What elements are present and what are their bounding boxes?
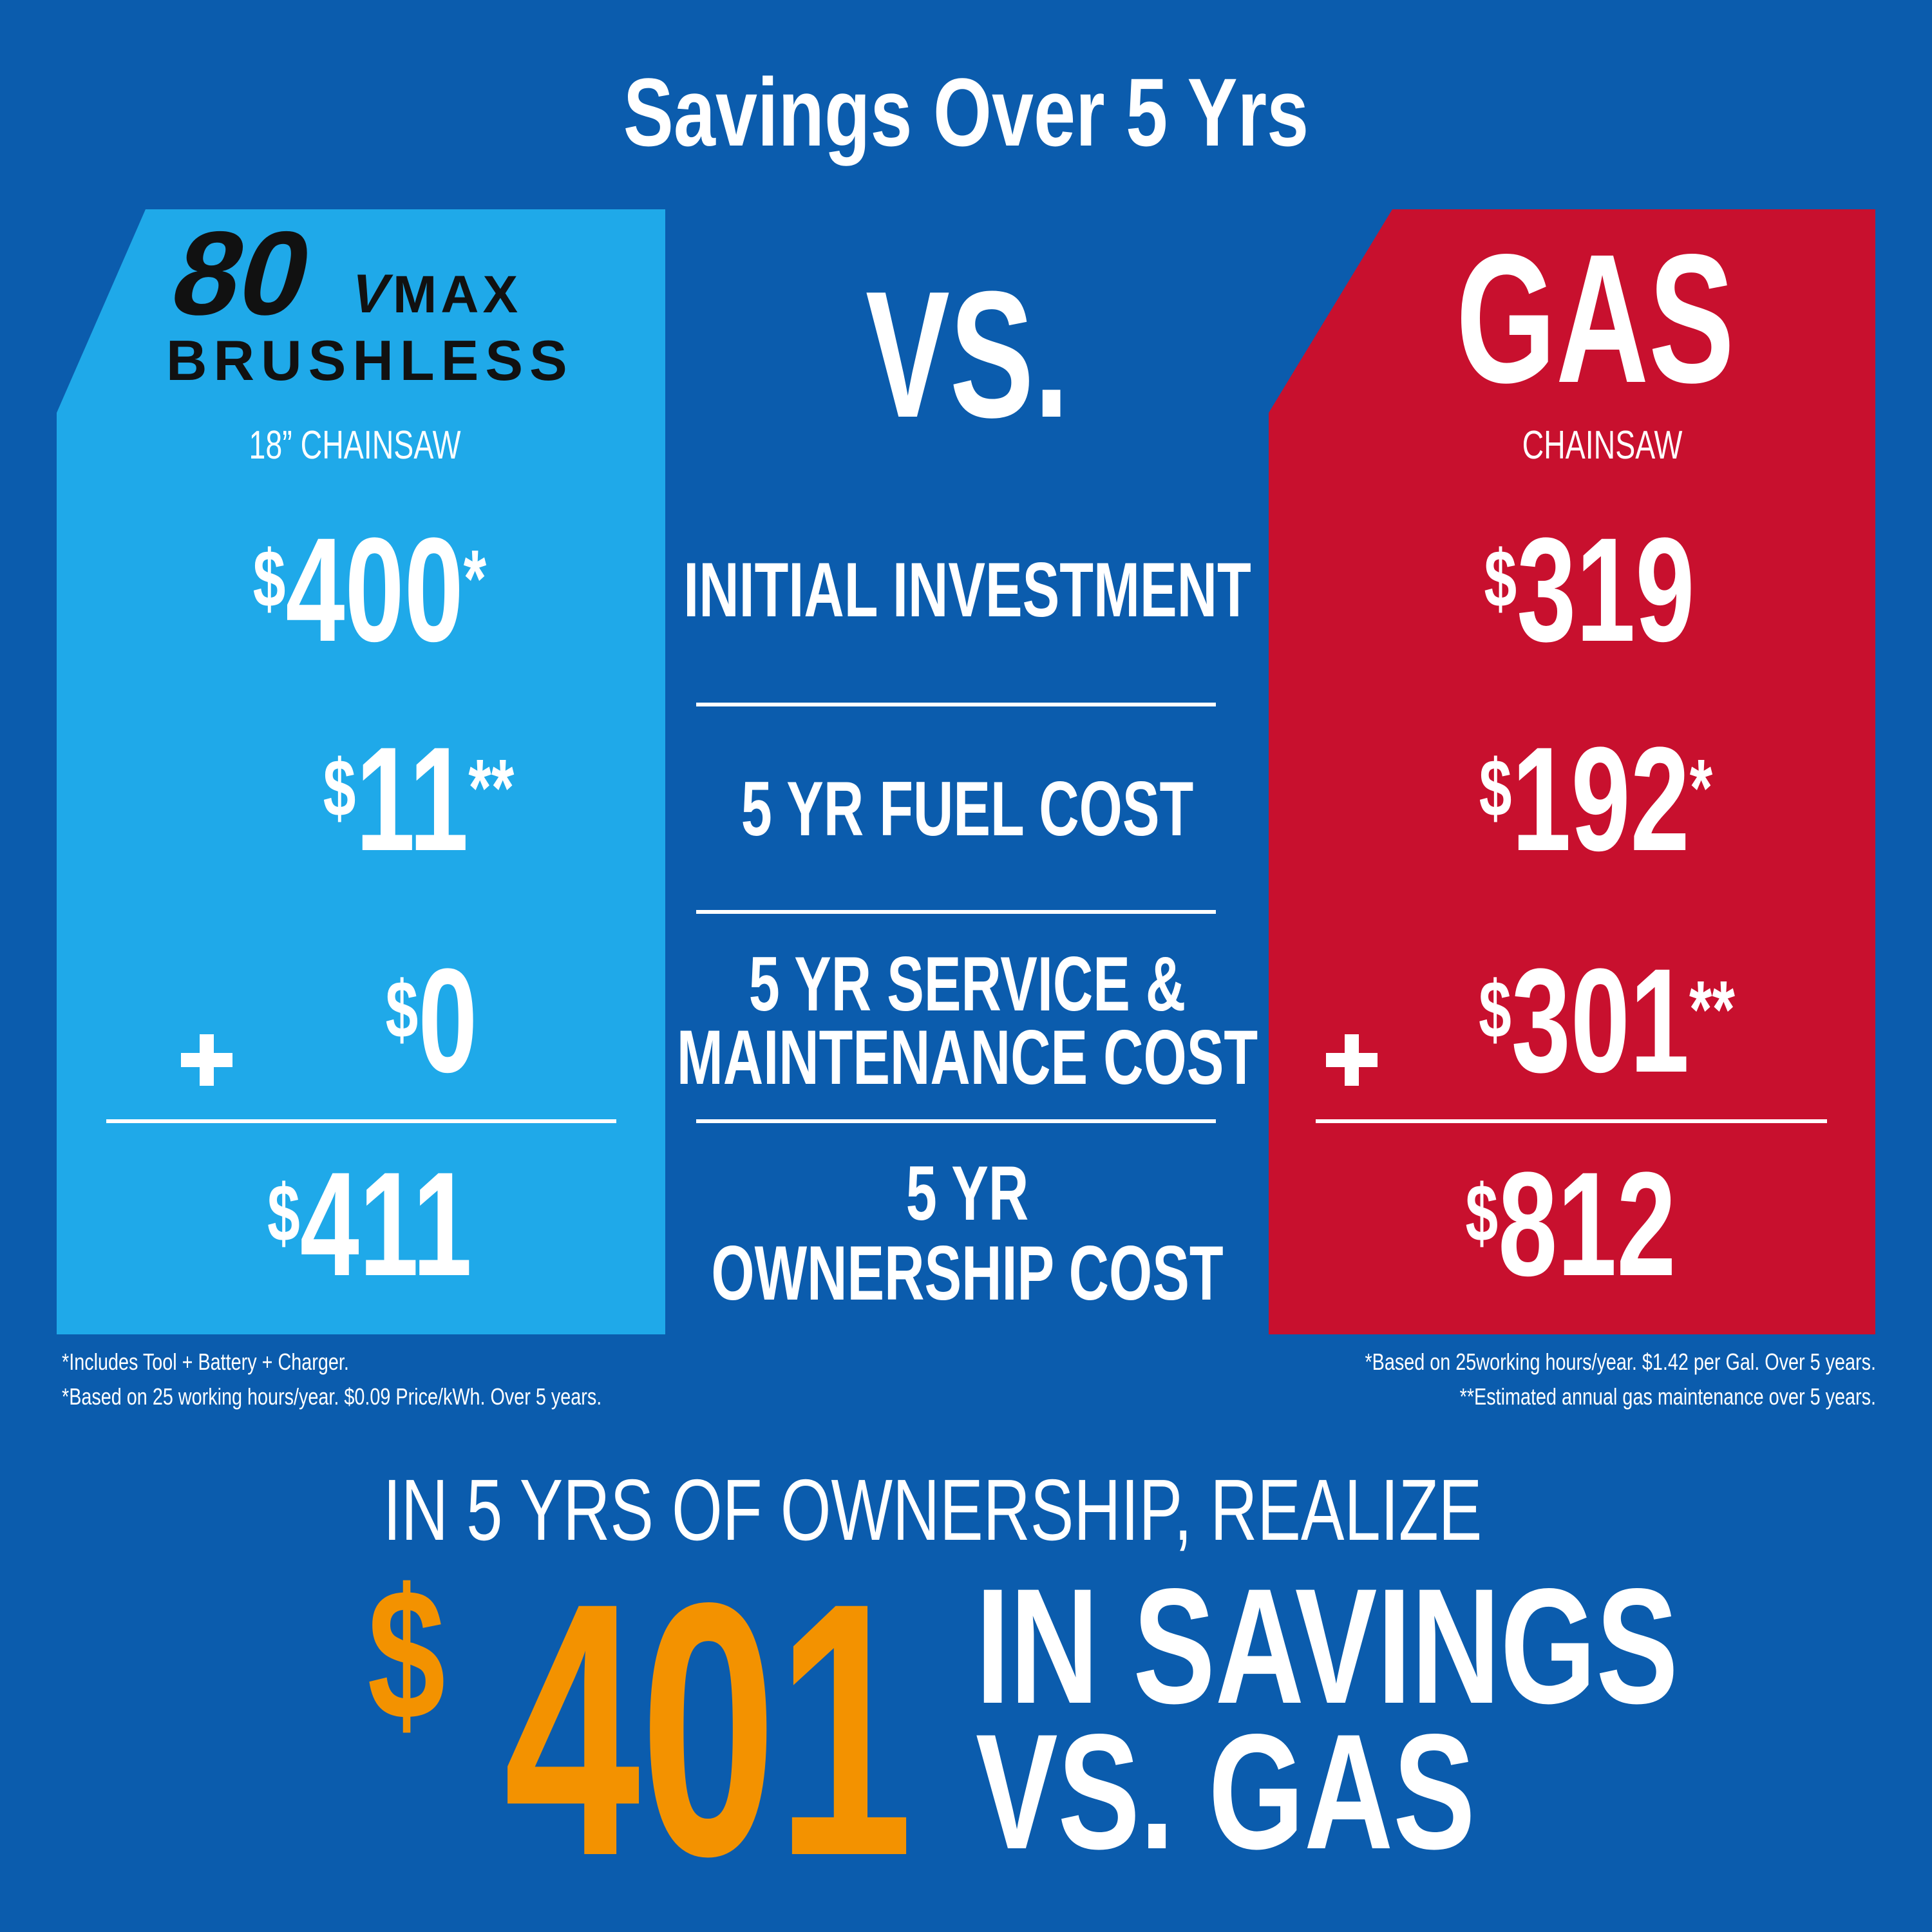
footnote: *Includes Tool + Battery + Charger. [62, 1349, 349, 1375]
price: $11** [323, 717, 515, 882]
title: Savings Over 5 Yrs [623, 58, 1309, 166]
currency: $ [1479, 964, 1511, 1055]
plus-sign [200, 1034, 214, 1086]
summary-currency: $ [368, 1551, 446, 1759]
row-label: MAINTENANCE COST [677, 1014, 1258, 1101]
price: $812 [1466, 1142, 1676, 1307]
footnote: **Estimated annual gas maintenance over … [1460, 1383, 1876, 1410]
amount: 301 [1511, 938, 1689, 1103]
amount: 411 [300, 1142, 472, 1307]
summary-lead: IN 5 YRS OF OWNERSHIP, REALIZE [383, 1462, 1482, 1558]
price: $400* [253, 507, 486, 672]
electric-product: 18” CHAINSAW [249, 422, 461, 467]
price: $411 [267, 1142, 472, 1307]
row-label: OWNERSHIP COST [711, 1230, 1223, 1316]
currency: $ [323, 743, 356, 833]
currency: $ [267, 1168, 300, 1258]
price: $301** [1479, 938, 1735, 1103]
brand-tech: BRUSHLESS [166, 328, 574, 392]
gas-panel [1269, 209, 1875, 1334]
note: * [464, 533, 487, 624]
brand-series: MAX [393, 265, 522, 324]
currency: $ [1466, 1168, 1499, 1258]
currency: $ [253, 533, 286, 624]
plus-sign [1345, 1034, 1359, 1086]
price: $192* [1479, 717, 1712, 882]
amount: 812 [1498, 1142, 1676, 1307]
amount: 319 [1517, 507, 1694, 672]
amount: 0 [418, 938, 477, 1103]
row-label: 5 YR FUEL COST [741, 766, 1193, 852]
price: $0 [386, 938, 478, 1103]
summary-line: IN SAVINGS [976, 1554, 1678, 1738]
dividers [106, 703, 1827, 1123]
amount: 11 [355, 717, 468, 882]
versus: VS. [866, 254, 1069, 455]
summary-amount: 401 [504, 1529, 913, 1931]
footnote: *Based on 25working hours/year. $1.42 pe… [1365, 1349, 1876, 1375]
gas-product: CHAINSAW [1522, 422, 1683, 467]
note: * [1690, 743, 1713, 833]
amount: 400 [285, 507, 463, 672]
row-label: 5 YR SERVICE & [749, 941, 1186, 1027]
summary-line: VS. GAS [976, 1700, 1475, 1883]
gas-label: GAS [1456, 216, 1734, 422]
currency: $ [1484, 533, 1517, 624]
row-label: 5 YR [906, 1150, 1029, 1236]
note: ** [468, 743, 514, 833]
amount: 192 [1511, 717, 1689, 882]
plus-signs [181, 1034, 1378, 1086]
currency: $ [1479, 743, 1512, 833]
price: $319 [1484, 507, 1695, 672]
footnote: *Based on 25 working hours/year. $0.09 P… [62, 1383, 601, 1410]
currency: $ [386, 964, 419, 1055]
row-label: INITIAL INVESTMENT [683, 547, 1251, 633]
note: ** [1689, 964, 1735, 1055]
